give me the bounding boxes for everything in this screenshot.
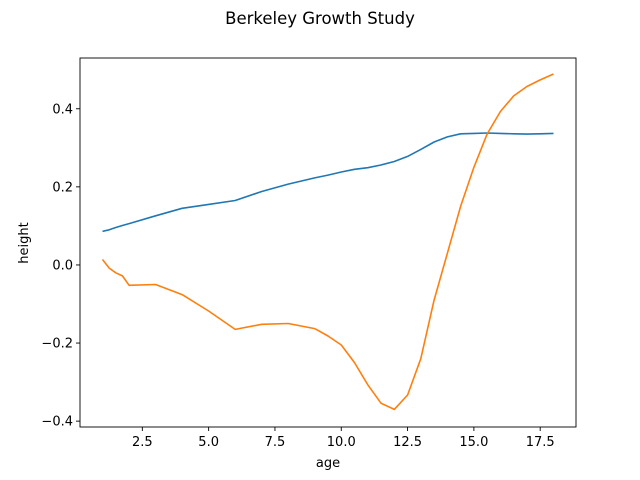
x-tick-label: 12.5	[393, 435, 422, 450]
axes-frame	[79, 57, 577, 428]
x-tick-label: 5.0	[198, 435, 219, 450]
x-axis-label: age	[316, 456, 340, 471]
x-tick-label: 7.5	[265, 435, 286, 450]
y-tick-label: −0.4	[41, 415, 73, 430]
y-tick-label: −0.2	[41, 337, 73, 352]
y-axis-label: height	[17, 222, 32, 263]
line-series-2	[101, 73, 554, 411]
y-axis-ticks: −0.4 −0.2 0.0 0.2 0.4	[41, 102, 80, 430]
series-layer	[101, 73, 554, 411]
plot-area: 2.5 5.0 7.5 10.0 12.5 15.0 17.5 −0.4 −0.2 0.0 0.2…	[41, 57, 577, 450]
line-series-1	[102, 132, 554, 233]
x-axis-ticks: 2.5 5.0 7.5 10.0 12.5 15.0 17.5	[132, 427, 555, 450]
y-tick-label: 0.4	[52, 102, 73, 117]
x-tick-label: 2.5	[132, 435, 153, 450]
x-tick-label: 15.0	[459, 435, 488, 450]
axes-background	[80, 58, 576, 427]
y-tick-label: 0.0	[52, 258, 73, 273]
x-tick-label: 10.0	[327, 435, 356, 450]
chart-title: Berkeley Growth Study	[225, 9, 415, 28]
x-tick-label: 17.5	[526, 435, 555, 450]
y-tick-label: 0.2	[52, 180, 73, 195]
